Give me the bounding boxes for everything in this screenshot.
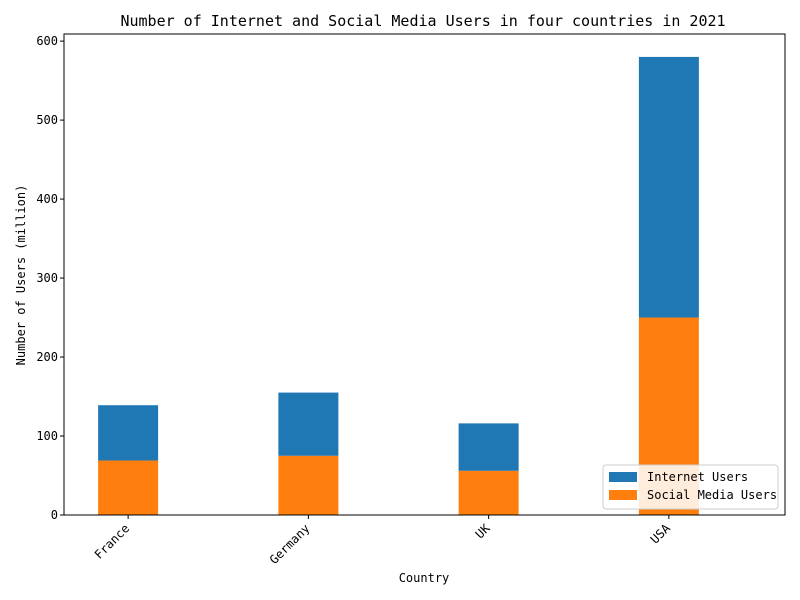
y-tick-label: 300 bbox=[36, 271, 58, 285]
plot-frame bbox=[63, 33, 786, 516]
y-tick-label: 600 bbox=[36, 34, 58, 48]
legend: Internet Users Social Media Users bbox=[602, 464, 779, 510]
legend-swatch-social-media-users bbox=[609, 490, 637, 500]
x-axis-label: Country bbox=[399, 571, 450, 585]
y-tick-label: 400 bbox=[36, 192, 58, 206]
x-tick-label-usa: USA bbox=[648, 521, 674, 547]
bars-group bbox=[98, 56, 699, 515]
y-axis: 0 100 200 300 400 500 600 bbox=[36, 34, 64, 522]
x-tick-label-uk: UK bbox=[473, 521, 494, 542]
bar-uk-internet-users bbox=[458, 423, 519, 471]
x-tick-label-germany: Germany bbox=[267, 521, 313, 567]
x-axis: France Germany UK USA bbox=[92, 515, 674, 567]
y-tick-label: 200 bbox=[36, 350, 58, 364]
y-tick-label: 100 bbox=[36, 429, 58, 443]
legend-swatch-internet-users bbox=[609, 472, 637, 482]
legend-box bbox=[602, 464, 779, 510]
y-tick-label: 0 bbox=[51, 508, 58, 522]
legend-label-social-media-users: Social Media Users bbox=[647, 488, 777, 502]
chart-title: Number of Internet and Social Media User… bbox=[120, 12, 725, 30]
bar-france-social-media-users bbox=[98, 460, 159, 515]
y-tick-label: 500 bbox=[36, 113, 58, 127]
y-axis-label: Number of Users (million) bbox=[14, 185, 28, 366]
bar-uk-social-media-users bbox=[458, 470, 519, 515]
bar-usa-internet-users bbox=[638, 56, 699, 318]
x-tick-label-france: France bbox=[92, 521, 133, 562]
legend-label-internet-users: Internet Users bbox=[647, 470, 748, 484]
bar-germany-social-media-users bbox=[278, 455, 339, 515]
bar-germany-internet-users bbox=[278, 392, 339, 456]
bar-france-internet-users bbox=[98, 405, 159, 461]
